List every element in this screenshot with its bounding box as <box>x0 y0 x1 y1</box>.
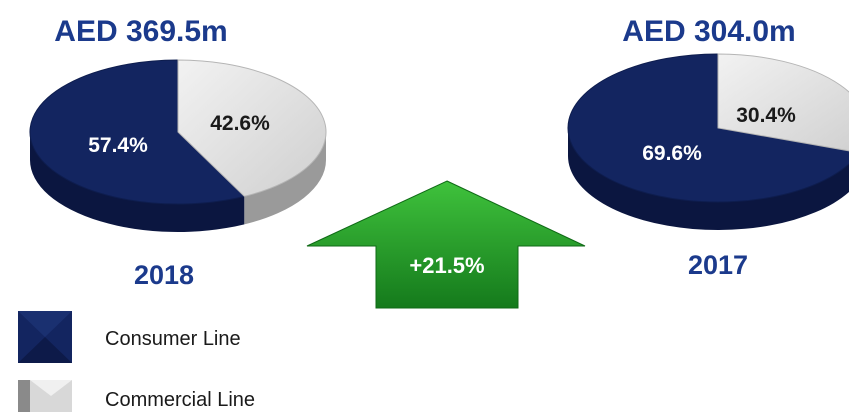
legend-item-commercial: Commercial Line <box>18 380 255 412</box>
pie-2017-label-consumer: 69.6% <box>642 142 702 165</box>
legend-item-consumer: Consumer Line <box>18 311 241 363</box>
pie-2017-title: AED 304.0m <box>622 15 795 48</box>
pie-2018-slice-consumer <box>29 59 246 205</box>
legend-label-commercial: Commercial Line <box>105 389 255 411</box>
growth-arrow: +21.5% <box>306 180 586 309</box>
legend: Consumer Line Commercial Line <box>18 311 255 412</box>
pie-2017-label-commercial: 30.4% <box>736 104 796 127</box>
pie-2017-caption: 2017 <box>688 250 748 280</box>
pie-2018-slice-commercial <box>177 59 327 197</box>
pie-2017-slice-commercial <box>717 53 849 152</box>
pie-2017-slice-consumer <box>567 53 849 203</box>
pie-2017: 69.6% 30.4% <box>567 53 849 230</box>
pie-2017-consumer-side <box>568 128 849 230</box>
pie-2018-title: AED 369.5m <box>54 15 227 48</box>
pie-2018-label-consumer: 57.4% <box>88 134 148 157</box>
pie-2018: 57.4% 42.6% <box>29 59 327 233</box>
pie-2018-consumer-side <box>29 132 245 233</box>
pie-2018-label-commercial: 42.6% <box>210 112 270 135</box>
growth-label: +21.5% <box>409 253 484 278</box>
legend-label-consumer: Consumer Line <box>105 328 241 350</box>
pie-2018-caption: 2018 <box>134 260 194 290</box>
pie-2018-commercial-side <box>244 132 326 225</box>
